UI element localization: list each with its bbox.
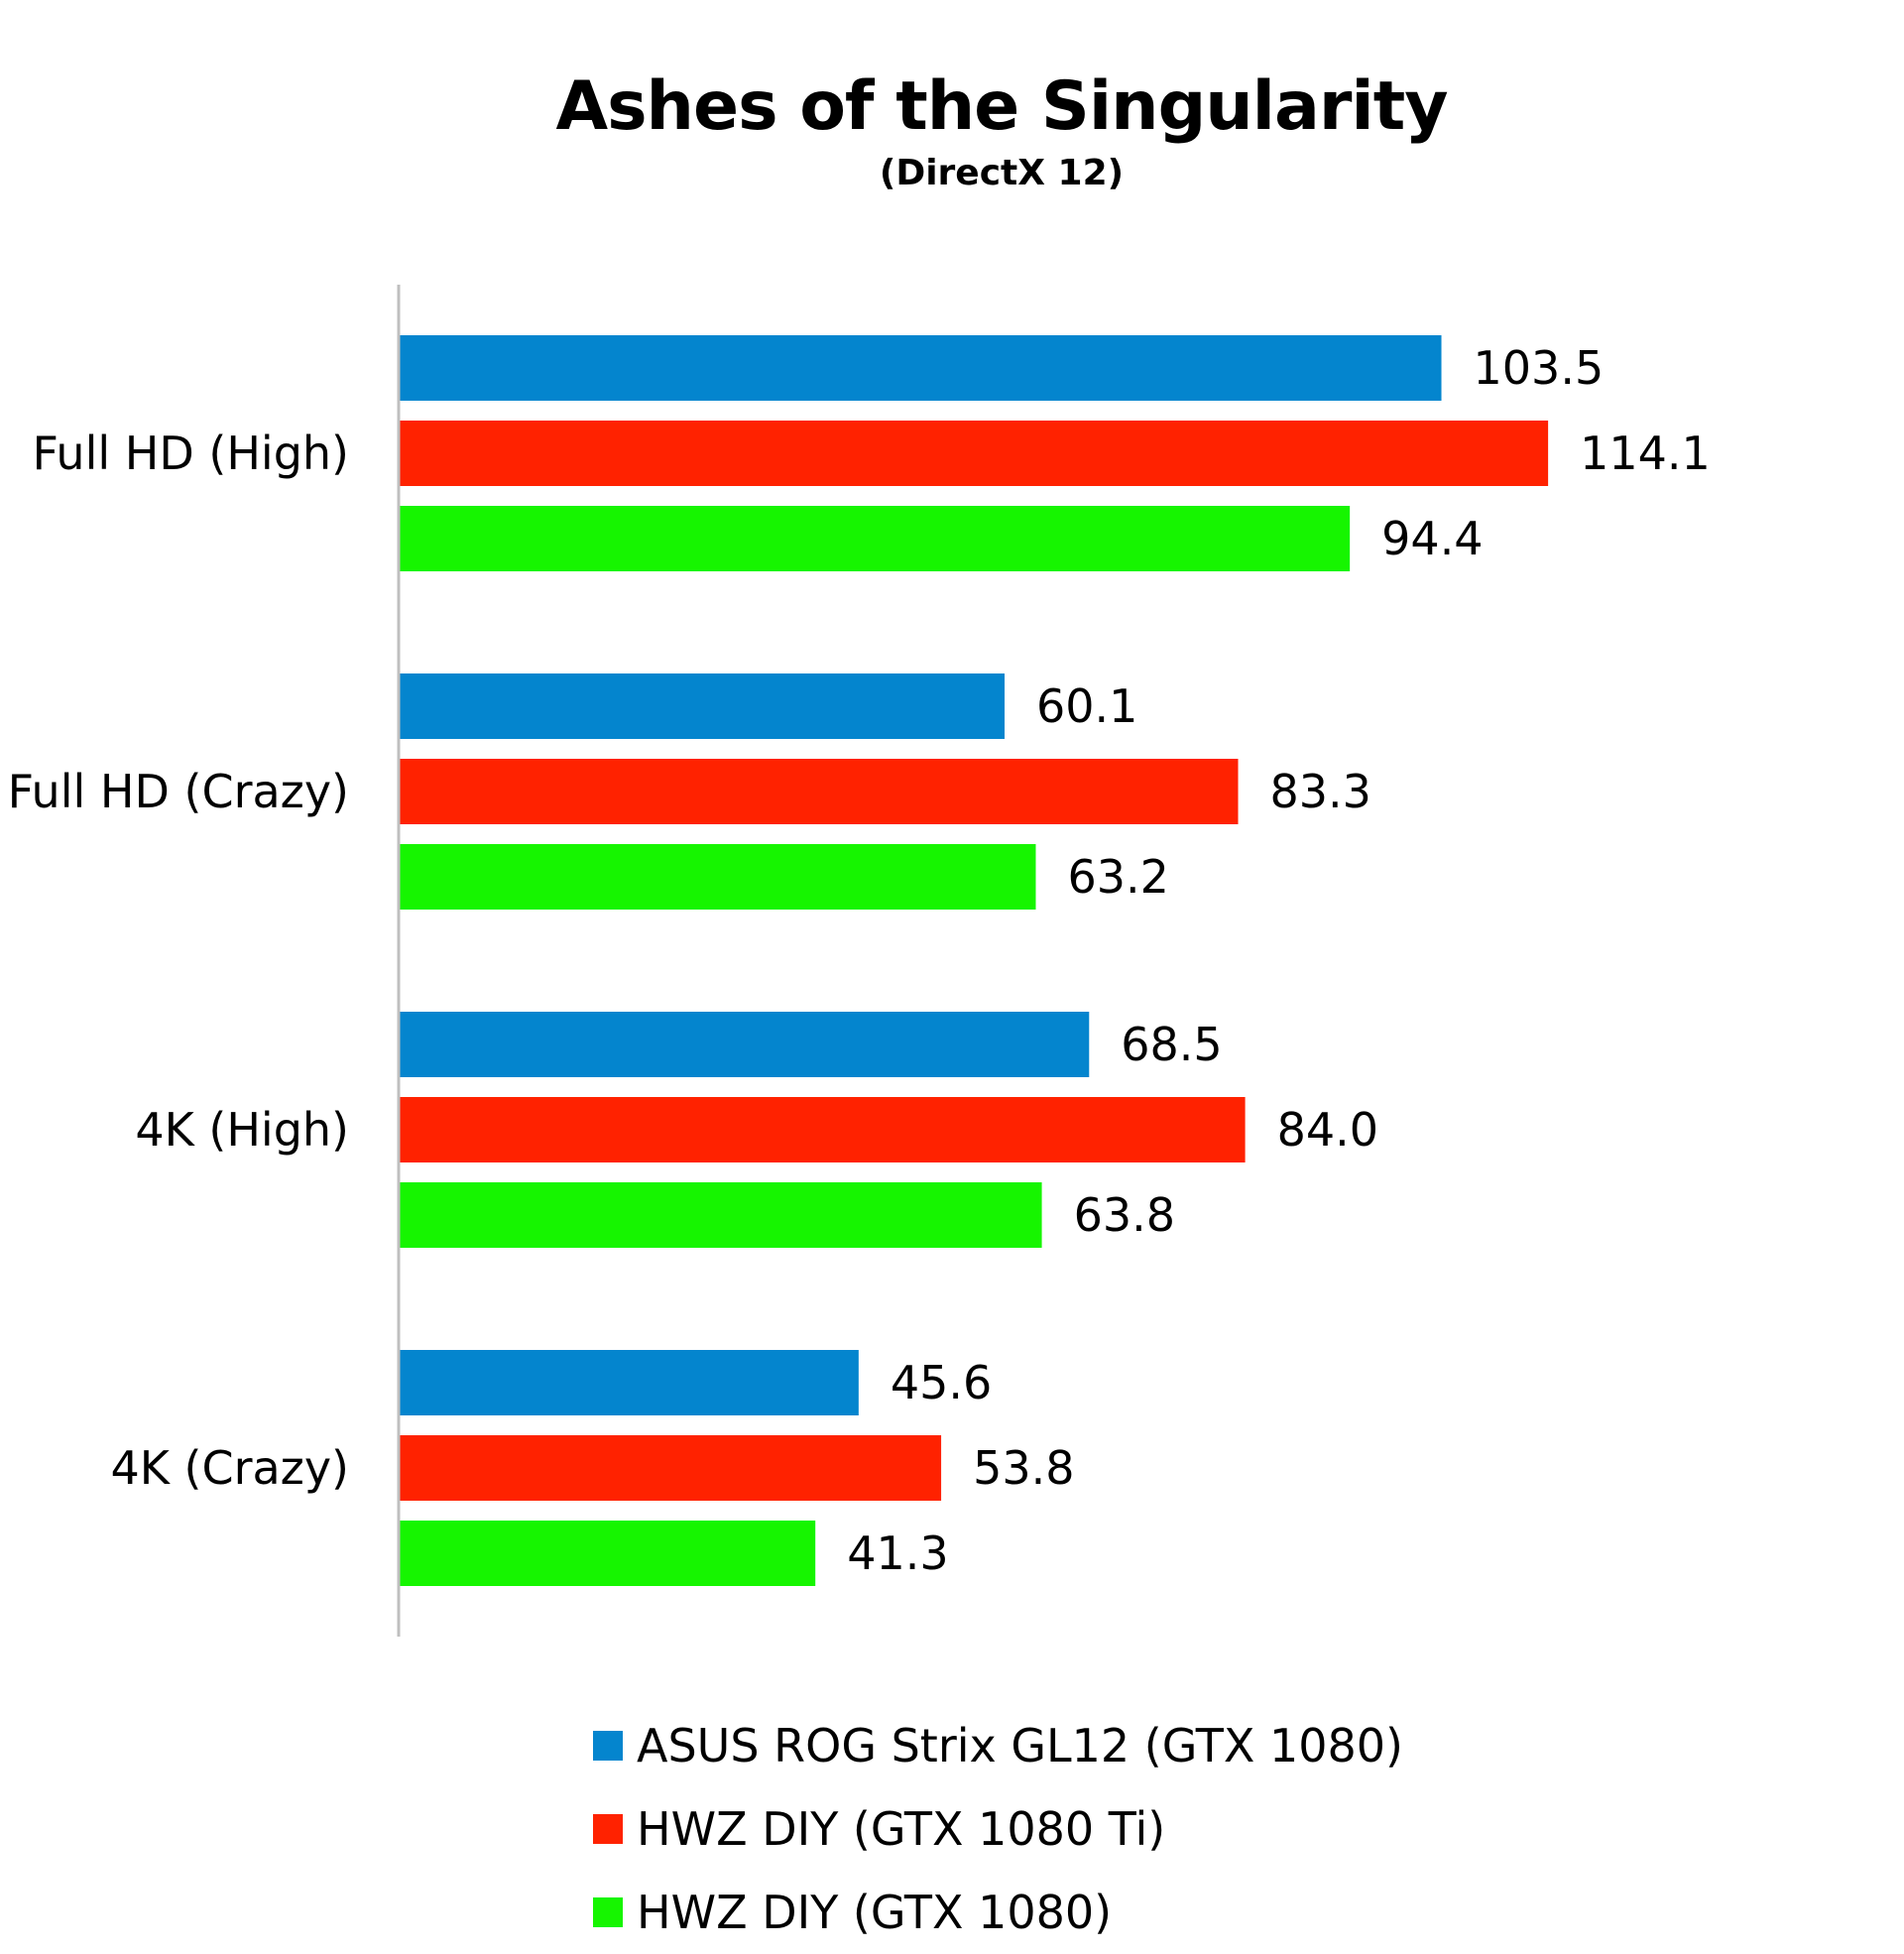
bar	[400, 844, 1036, 910]
legend-swatch	[593, 1814, 623, 1844]
data-label: 84.0	[1277, 1103, 1378, 1157]
data-label: 63.8	[1074, 1188, 1175, 1242]
data-label: 63.2	[1067, 850, 1168, 904]
data-label: 103.5	[1474, 341, 1605, 395]
chart-title: Ashes of the Singularity	[555, 67, 1448, 146]
legend-swatch	[593, 1731, 623, 1761]
category-label: 4K (High)	[135, 1103, 349, 1157]
bar	[400, 1012, 1090, 1077]
bar	[400, 421, 1549, 486]
bar-group	[400, 335, 1549, 1586]
data-label: 68.5	[1121, 1018, 1222, 1071]
chart-subtitle: (DirectX 12)	[879, 153, 1125, 193]
category-label-group: Full HD (High) Full HD (Crazy) 4K (High) 4K…	[8, 427, 349, 1495]
legend-item: HWZ DIY (GTX 1080 Ti)	[593, 1787, 1403, 1871]
category-label: Full HD (High)	[32, 427, 349, 480]
legend-item: HWZ DIY (GTX 1080)	[593, 1871, 1403, 1954]
bar	[400, 1350, 859, 1415]
bar	[400, 1521, 816, 1586]
bar	[400, 673, 1006, 739]
value-label-group: 103.5 114.1 94.4 60.1 83.3 63.2 68.5 84.0 63.8 45…	[847, 341, 1711, 1580]
data-label: 53.8	[973, 1441, 1074, 1495]
data-label: 83.3	[1269, 765, 1370, 818]
bar	[400, 506, 1351, 571]
bar	[400, 1435, 942, 1501]
category-label: Full HD (Crazy)	[8, 765, 349, 818]
category-label: 4K (Crazy)	[110, 1441, 349, 1495]
bar	[400, 1182, 1042, 1248]
legend-label: HWZ DIY (GTX 1080 Ti)	[637, 1802, 1166, 1856]
data-label: 94.4	[1381, 512, 1483, 565]
legend-label: HWZ DIY (GTX 1080)	[637, 1886, 1113, 1939]
bar	[400, 759, 1239, 824]
data-label: 45.6	[891, 1356, 992, 1409]
legend-item: ASUS ROG Strix GL12 (GTX 1080)	[593, 1704, 1403, 1787]
legend-swatch	[593, 1897, 623, 1927]
data-label: 41.3	[847, 1527, 948, 1580]
legend-label: ASUS ROG Strix GL12 (GTX 1080)	[637, 1719, 1403, 1772]
bar	[400, 335, 1442, 401]
data-label: 60.1	[1036, 679, 1137, 733]
legend: ASUS ROG Strix GL12 (GTX 1080) HWZ DIY (G…	[593, 1704, 1403, 1954]
bar	[400, 1097, 1246, 1162]
data-label: 114.1	[1580, 427, 1711, 480]
